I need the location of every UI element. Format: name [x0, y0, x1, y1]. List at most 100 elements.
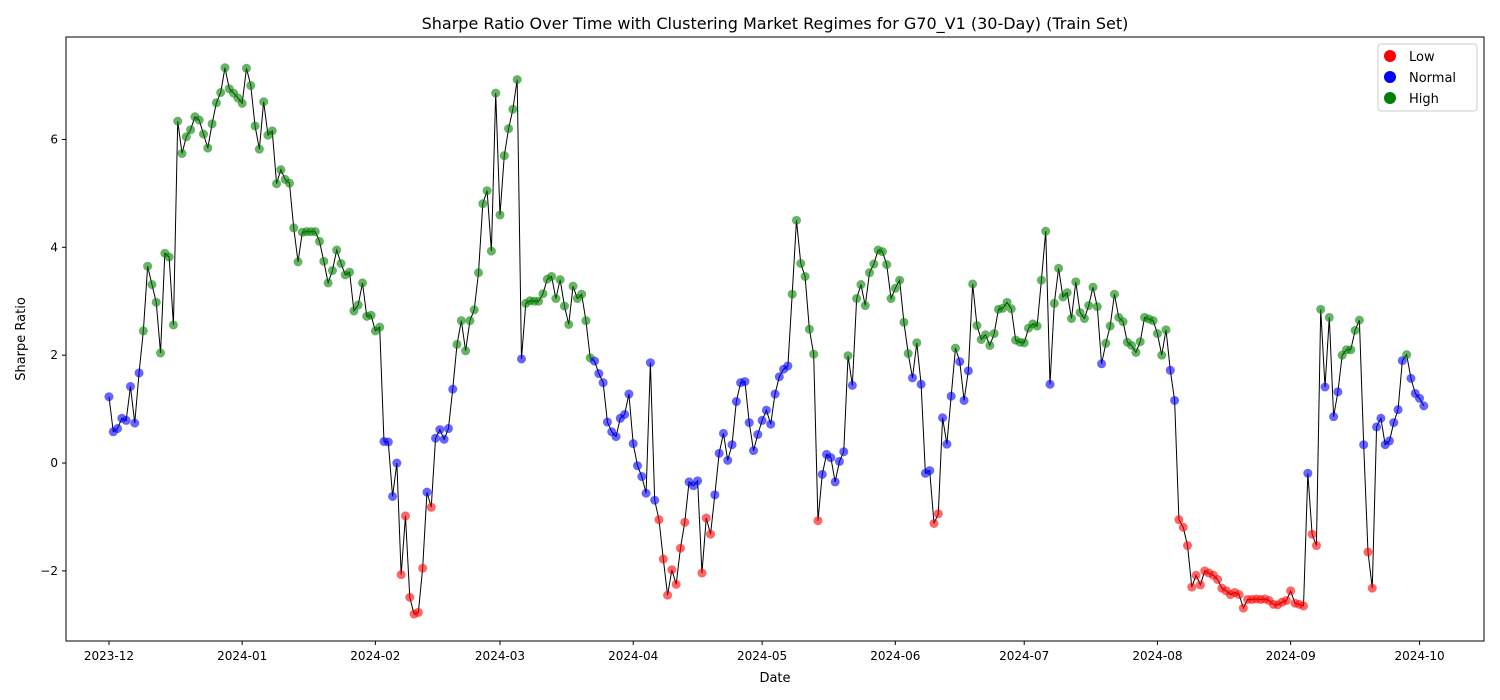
data-point: [723, 455, 733, 465]
y-axis-label: Sharpe Ratio: [14, 297, 29, 381]
data-point: [130, 418, 140, 428]
data-point: [259, 97, 269, 107]
data-point: [826, 453, 836, 463]
data-point: [1384, 436, 1394, 446]
data-point: [538, 289, 548, 299]
data-point: [461, 346, 471, 356]
data-point: [929, 518, 939, 528]
data-point: [981, 330, 991, 340]
data-point: [1286, 586, 1296, 596]
data-point: [1359, 440, 1369, 450]
data-point: [804, 324, 814, 334]
data-point: [697, 568, 707, 578]
legend-label: Normal: [1409, 71, 1456, 86]
data-point: [1367, 583, 1377, 593]
data-point: [783, 361, 793, 371]
x-tick-label: 2024-08: [1132, 649, 1182, 663]
data-point: [482, 186, 492, 196]
data-point: [749, 446, 759, 456]
data-point: [938, 413, 948, 423]
data-point: [809, 349, 819, 359]
data-point: [134, 368, 144, 378]
y-tick-label: 6: [50, 132, 58, 146]
data-point: [633, 461, 642, 471]
data-point: [534, 296, 544, 306]
data-point: [869, 259, 879, 269]
data-point: [1105, 321, 1115, 331]
data-point: [452, 339, 462, 349]
data-point: [658, 554, 668, 564]
data-point: [1054, 263, 1064, 273]
data-point: [1354, 315, 1364, 325]
data-point: [890, 283, 900, 293]
data-point: [1161, 325, 1171, 335]
data-point: [1324, 312, 1334, 322]
data-point: [555, 275, 565, 285]
data-point: [1165, 365, 1175, 375]
data-point: [156, 348, 166, 358]
x-axis-ticks: 2023-12 2024-01 2024-02 2024-03 2024-04 2024-…: [84, 641, 1445, 663]
data-point: [516, 354, 526, 364]
x-tick-label: 2024-06: [870, 649, 920, 663]
data-point: [680, 517, 690, 527]
data-point: [628, 439, 638, 449]
data-point: [1062, 288, 1072, 298]
data-point: [1333, 387, 1343, 397]
data-point: [834, 456, 844, 466]
data-point: [1213, 575, 1223, 585]
data-point: [813, 516, 823, 526]
data-point: [985, 340, 995, 350]
legend-marker: [1384, 50, 1396, 62]
data-point: [568, 281, 578, 291]
data-point: [284, 178, 294, 188]
data-point: [675, 543, 685, 553]
data-point: [637, 472, 647, 482]
data-point: [216, 88, 226, 98]
data-point: [456, 316, 466, 326]
data-point: [1032, 321, 1042, 331]
data-point: [925, 466, 935, 476]
data-point: [1393, 405, 1403, 415]
data-point: [770, 389, 780, 399]
data-point: [168, 320, 178, 330]
data-point: [693, 476, 703, 486]
y-tick-label: 2: [50, 348, 58, 362]
y-axis-ticks: −2 0 2 4 6: [40, 132, 66, 578]
data-point: [1320, 382, 1330, 392]
data-point: [1049, 298, 1059, 308]
data-point: [882, 260, 892, 270]
data-point: [1363, 547, 1373, 557]
data-point: [413, 607, 423, 617]
data-point: [744, 418, 754, 428]
data-point: [418, 563, 428, 573]
data-point: [357, 278, 367, 288]
data-point: [564, 319, 574, 329]
y-tick-label: −2: [40, 564, 58, 578]
data-point: [1376, 413, 1386, 423]
data-point: [474, 268, 484, 278]
data-point: [104, 392, 114, 402]
data-point: [942, 439, 952, 449]
data-point: [1157, 350, 1167, 360]
data-point: [121, 415, 131, 425]
data-point: [908, 373, 917, 383]
plot-area: [65, 36, 1485, 642]
data-point: [1006, 304, 1016, 314]
x-tick-label: 2024-09: [1266, 649, 1316, 663]
data-point: [1299, 601, 1309, 611]
legend-label: High: [1409, 92, 1439, 107]
data-point: [125, 381, 135, 391]
data-point: [1152, 329, 1162, 339]
data-point: [774, 372, 784, 382]
data-point: [1402, 350, 1412, 360]
data-point: [499, 151, 509, 161]
x-tick-label: 2024-07: [999, 649, 1049, 663]
x-tick-label: 2024-03: [475, 649, 525, 663]
data-point: [143, 261, 153, 271]
data-point: [1071, 277, 1081, 287]
data-point: [211, 98, 221, 108]
data-point: [895, 275, 905, 285]
data-point: [1084, 301, 1094, 311]
data-point: [147, 280, 157, 290]
data-point: [375, 322, 385, 332]
